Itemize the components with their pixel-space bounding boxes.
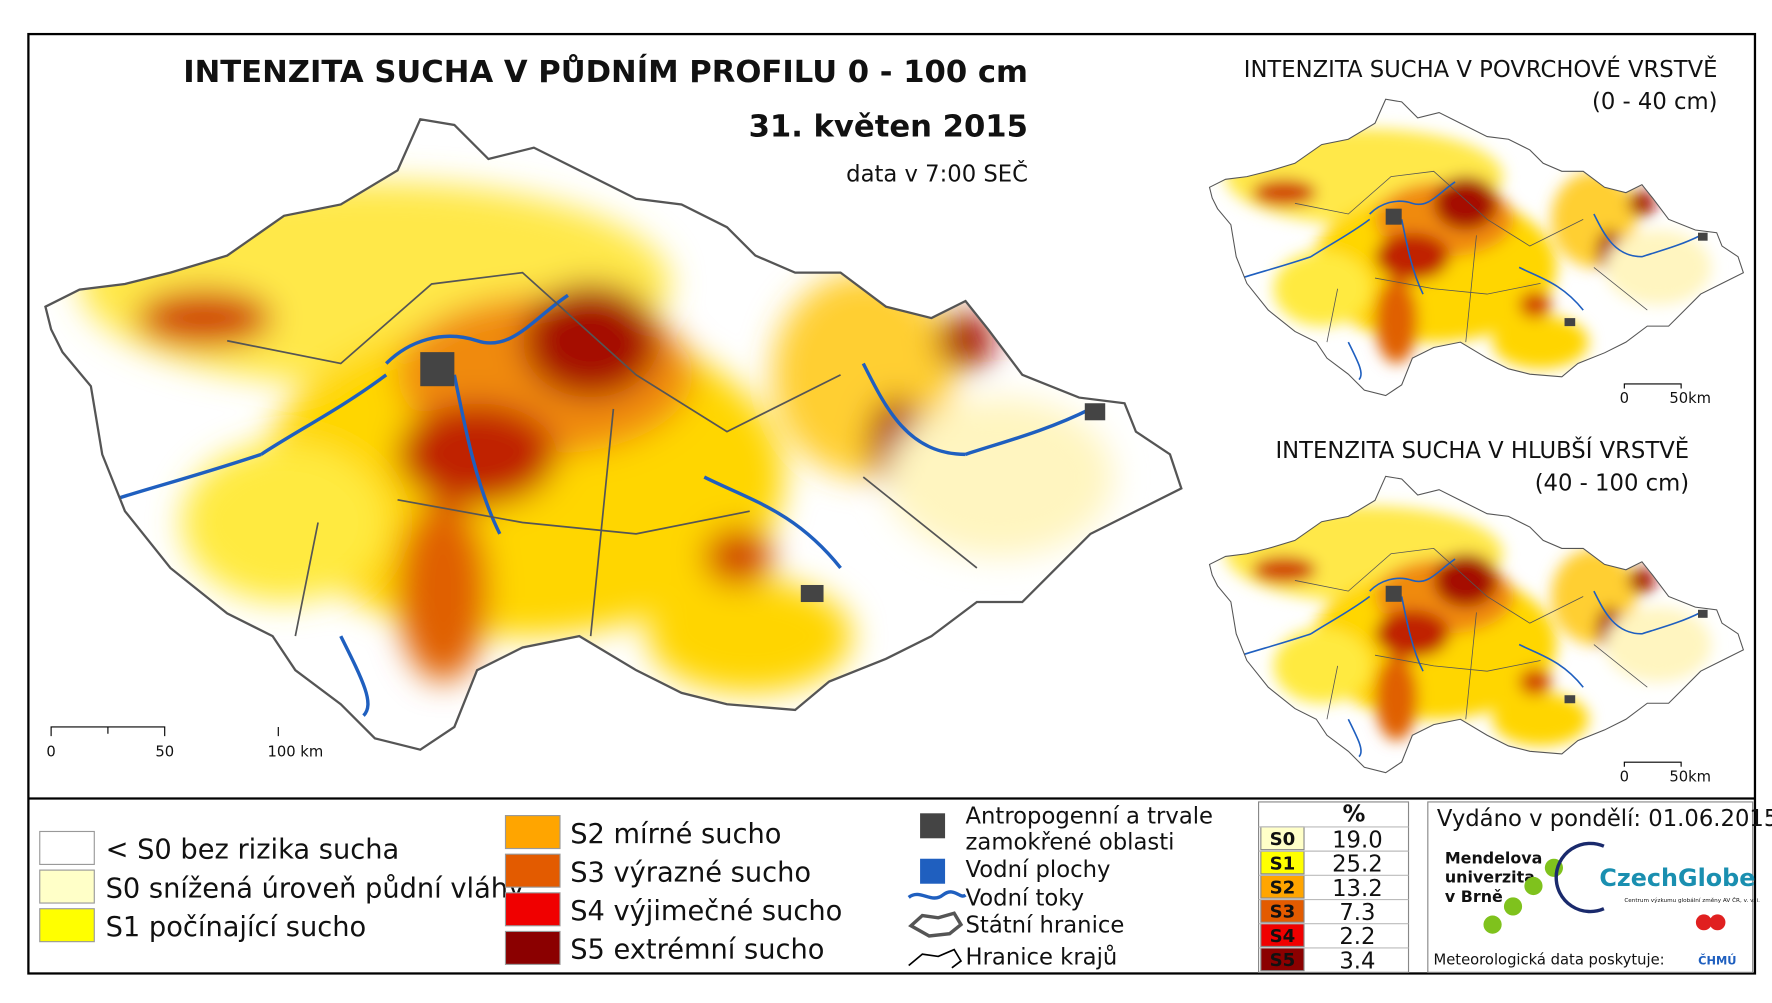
legend-label: S3 výrazné sucho (570, 857, 811, 888)
table-class: S0 (1270, 829, 1296, 850)
table-header: % (1343, 801, 1366, 827)
legend-feature: Antropogenní a trvale (966, 804, 1214, 830)
legend-label: S4 výjimečné sucho (570, 896, 842, 927)
legend-label: S1 počínající sucho (106, 912, 367, 943)
legend-feature: Státní hranice (966, 913, 1125, 939)
legend-swatch (504, 853, 561, 888)
legend-label: < S0 bez rizika sucha (106, 835, 400, 866)
icon-state-border (908, 911, 964, 938)
table-class: S1 (1270, 853, 1296, 874)
legend: < S0 bez rizika sucha S0 snížená úroveň p… (39, 815, 842, 966)
mendel-logo-text: Mendelova (1445, 848, 1543, 867)
legend-swatch (504, 815, 561, 850)
czechglobe-arc (1554, 841, 1605, 914)
legend-label: S5 extrémní sucho (570, 935, 824, 966)
main-time: data v 7:00 SEČ (846, 160, 1028, 188)
issued-date: Vydáno v pondělí: 01.06.2015 (1437, 806, 1772, 832)
scale-bar (1623, 761, 1682, 767)
table-value: 3.4 (1339, 948, 1375, 974)
table-class: S4 (1270, 926, 1296, 947)
inset-subtitle: (40 - 100 cm) (1535, 471, 1689, 497)
mendel-logo-text: v Brně (1445, 887, 1503, 906)
scale-label: 50km (1669, 390, 1711, 407)
chmu-label: ČHMÚ (1698, 953, 1736, 967)
legend-feature: Vodní plochy (966, 857, 1111, 883)
table-class: S2 (1270, 877, 1296, 898)
mendel-logo-text: univerzita (1445, 868, 1535, 887)
table-value: 19.0 (1332, 827, 1383, 853)
scale-label: 0 (46, 744, 55, 761)
table-border (1258, 801, 1410, 973)
chmu-logo (1695, 914, 1712, 931)
table-value: 25.2 (1332, 852, 1383, 878)
legend-feature: Hranice krajů (966, 943, 1118, 970)
mendel-dots (1483, 858, 1563, 934)
legend-swatch (39, 908, 95, 943)
icon-region-border (908, 948, 963, 969)
icon-water (920, 858, 946, 884)
data-credit: Meteorologická data poskytuje: (1434, 951, 1665, 968)
inset-title: INTENZITA SUCHA V POVRCHOVÉ VRSTVĚ (1244, 55, 1718, 83)
table-class: S5 (1270, 950, 1296, 971)
main-title: INTENZITA SUCHA V PŮDNÍM PROFILU 0 - 100… (183, 53, 1028, 90)
inset-subtitle: (0 - 40 cm) (1592, 89, 1718, 115)
table-value: 13.2 (1332, 876, 1383, 902)
legend-feature: zamokřené oblasti (966, 830, 1175, 856)
legend-swatch (39, 869, 95, 904)
legend-label: S2 mírné sucho (570, 819, 781, 850)
icon-anthropogenic (920, 813, 946, 839)
legend-swatch (39, 830, 95, 865)
scale-bar (1623, 383, 1682, 389)
content: INTENZITA SUCHA V PŮDNÍM PROFILU 0 - 100… (27, 32, 1772, 975)
legend-swatch (504, 892, 561, 927)
stats-table: % S0 19.0 S1 25.2 S2 13.2 S3 7.3 S4 2.2 S5 3.4 (1258, 801, 1410, 974)
czechglobe-subtitle: Centrum výzkumu globální změny AV ČR, v.… (1624, 897, 1760, 904)
scale-label: 100 km (267, 744, 323, 761)
table-class: S3 (1270, 902, 1296, 923)
scale-label: 0 (1620, 390, 1629, 407)
frame (27, 32, 1757, 975)
main-date: 31. květen 2015 (749, 109, 1028, 144)
table-value: 2.2 (1339, 924, 1375, 950)
table-value: 7.3 (1339, 900, 1375, 926)
chmu-logo (1709, 914, 1726, 931)
scale-label: 0 (1620, 768, 1629, 785)
info-box (1427, 801, 1754, 973)
icon-river (907, 890, 967, 900)
czechglobe-logo: CzechGlobe (1599, 864, 1755, 892)
scale-label: 50 (155, 744, 174, 761)
legend-swatch (504, 930, 561, 965)
scale-label: 50km (1669, 768, 1711, 785)
legend-feature: Vodní toky (966, 885, 1085, 911)
inset-title: INTENZITA SUCHA V HLUBŠÍ VRSTVĚ (1275, 436, 1689, 464)
legend-label: S0 snížená úroveň půdní vláhy (106, 873, 525, 904)
scale-bar (50, 726, 279, 737)
